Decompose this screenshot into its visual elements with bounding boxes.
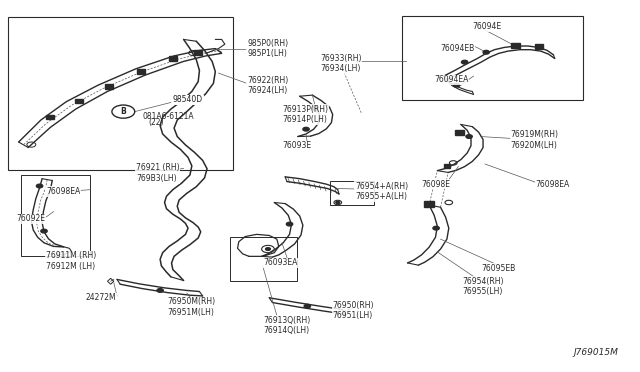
Bar <box>75 99 83 103</box>
Bar <box>511 43 520 48</box>
Circle shape <box>157 289 163 292</box>
Text: 98540D: 98540D <box>173 95 203 105</box>
Text: 76094EA: 76094EA <box>434 75 468 84</box>
Text: 76913Q(RH)
76914Q(LH): 76913Q(RH) 76914Q(LH) <box>263 315 310 335</box>
Circle shape <box>466 135 472 138</box>
Circle shape <box>41 229 47 233</box>
Text: 76950(RH)
76951(LH): 76950(RH) 76951(LH) <box>333 301 374 320</box>
Text: 98540D: 98540D <box>173 95 203 105</box>
Circle shape <box>36 184 43 188</box>
Text: 76921 (RH)
769B3(LH): 76921 (RH) 769B3(LH) <box>136 163 180 183</box>
Text: 985P0(RH)
985P1(LH): 985P0(RH) 985P1(LH) <box>247 39 288 58</box>
FancyBboxPatch shape <box>8 17 233 170</box>
Text: 24272M: 24272M <box>85 293 116 302</box>
Text: 76092E: 76092E <box>17 215 45 224</box>
Text: 76913P(RH)
76914P(LH): 76913P(RH) 76914P(LH) <box>282 105 328 124</box>
Text: 76093E: 76093E <box>282 141 311 150</box>
Bar <box>455 130 464 135</box>
FancyBboxPatch shape <box>403 16 583 100</box>
Text: 76098EA: 76098EA <box>46 187 80 196</box>
Text: 76095EB: 76095EB <box>482 264 516 273</box>
Bar <box>194 50 202 55</box>
Text: 76933(RH)
76934(LH): 76933(RH) 76934(LH) <box>320 54 362 73</box>
Text: 76954(RH)
76955(LH): 76954(RH) 76955(LH) <box>463 277 504 296</box>
Bar <box>46 115 54 119</box>
Text: 76954+A(RH)
76955+A(LH): 76954+A(RH) 76955+A(LH) <box>355 182 408 201</box>
Circle shape <box>303 127 309 131</box>
Text: 76911M (RH)
76912M (LH): 76911M (RH) 76912M (LH) <box>46 251 96 271</box>
Text: 76098EA: 76098EA <box>536 180 570 189</box>
Circle shape <box>312 106 318 110</box>
Text: 76093EA: 76093EA <box>263 259 297 267</box>
FancyBboxPatch shape <box>330 181 374 205</box>
Bar <box>169 57 177 61</box>
Circle shape <box>286 222 292 226</box>
FancyBboxPatch shape <box>230 237 296 281</box>
Text: 76098E: 76098E <box>422 180 451 189</box>
Text: 76094E: 76094E <box>472 22 501 31</box>
Circle shape <box>433 226 439 230</box>
Text: 76094EB: 76094EB <box>440 44 475 53</box>
Text: B: B <box>120 107 126 116</box>
Circle shape <box>336 201 340 203</box>
FancyBboxPatch shape <box>20 175 90 256</box>
Bar <box>105 84 113 89</box>
Circle shape <box>453 83 460 87</box>
Text: 081A6-6121A: 081A6-6121A <box>142 112 194 121</box>
Text: 76919M(RH)
76920M(LH): 76919M(RH) 76920M(LH) <box>510 131 558 150</box>
Text: J769015M: J769015M <box>573 349 618 357</box>
Text: 76950M(RH)
76951M(LH): 76950M(RH) 76951M(LH) <box>168 297 216 317</box>
Text: (22): (22) <box>148 118 164 127</box>
Bar <box>137 69 145 74</box>
Circle shape <box>483 51 490 54</box>
Bar <box>424 201 434 207</box>
Circle shape <box>266 247 271 250</box>
Text: 76922(RH)
76924(LH): 76922(RH) 76924(LH) <box>247 76 288 95</box>
Bar <box>444 164 450 168</box>
Circle shape <box>461 60 468 64</box>
Bar <box>535 44 543 49</box>
Circle shape <box>304 304 310 308</box>
